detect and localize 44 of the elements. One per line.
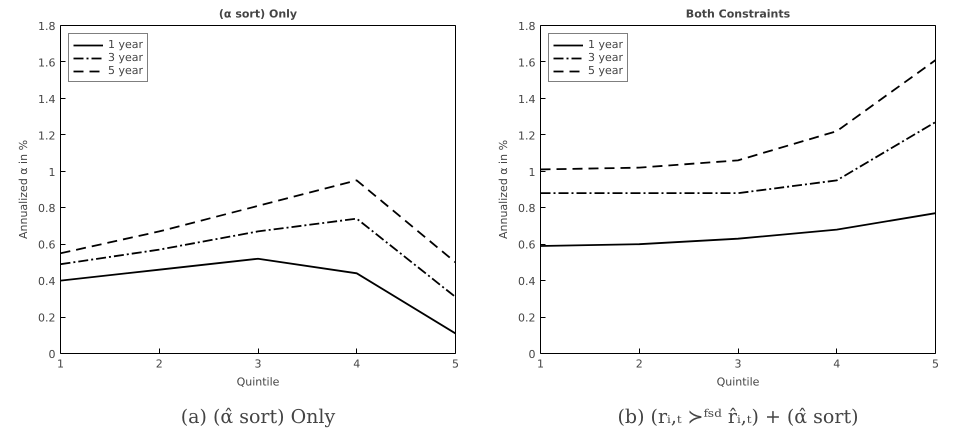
x-axis-title: Quintile <box>236 376 280 388</box>
legend-label: 5 year <box>588 64 624 77</box>
y-tick-label: 1.6 <box>518 56 536 70</box>
y-tick-label: 0.2 <box>518 312 536 325</box>
y-tick-label: 1 <box>48 166 56 179</box>
x-tick-label: 2 <box>636 358 643 370</box>
text: (a) (α̂ sort) Only <box>180 406 336 428</box>
y-tick-label: 1.2 <box>38 129 56 142</box>
text: (b) (rᵢ,ₜ ≻ᶠˢᵈ r̂ᵢ,ₜ) + (α̂ sort) <box>618 406 859 428</box>
y-tick-label: 1.4 <box>38 92 56 106</box>
y-axis-title: Annualized α in % <box>17 140 30 240</box>
y-tick-label: 1 <box>528 166 536 179</box>
legend-label: 3 year <box>588 51 624 64</box>
y-tick-label: 1.2 <box>518 129 536 142</box>
legend-label: 1 year <box>588 38 624 51</box>
x-tick-label: 3 <box>734 358 742 370</box>
x-tick-label: 3 <box>254 358 262 370</box>
y-tick-label: 0.8 <box>38 202 56 216</box>
y-tick-label: 1.8 <box>38 20 56 33</box>
chart-title: Both Constraints <box>686 8 791 20</box>
y-tick-label: 0 <box>48 348 56 361</box>
x-tick-label: 1 <box>537 358 544 370</box>
y-axis-title: Annualized α in % <box>497 140 510 240</box>
legend-label: 1 year <box>108 38 144 51</box>
y-tick-label: 0.6 <box>518 238 536 252</box>
y-tick-label: 0.2 <box>38 312 56 325</box>
legend-label: 5 year <box>108 64 144 77</box>
legend-label: 3 year <box>108 51 144 64</box>
x-tick-label: 2 <box>156 358 163 370</box>
y-tick-label: 1.4 <box>518 92 536 106</box>
y-tick-label: 0.4 <box>518 275 536 288</box>
y-tick-label: 1.6 <box>38 56 56 70</box>
x-axis-title: Quintile <box>716 376 760 388</box>
y-tick-label: 0.6 <box>38 238 56 252</box>
x-tick-label: 4 <box>833 358 840 370</box>
y-tick-label: 0.4 <box>38 275 56 288</box>
x-tick-label: 4 <box>353 358 360 370</box>
chart-title: (α sort) Only <box>218 8 298 20</box>
y-tick-label: 0 <box>528 348 536 361</box>
x-tick-label: 1 <box>57 358 64 370</box>
x-tick-label: 5 <box>452 358 459 370</box>
y-tick-label: 0.8 <box>518 202 536 216</box>
y-tick-label: 1.8 <box>518 20 536 33</box>
x-tick-label: 5 <box>932 358 939 370</box>
